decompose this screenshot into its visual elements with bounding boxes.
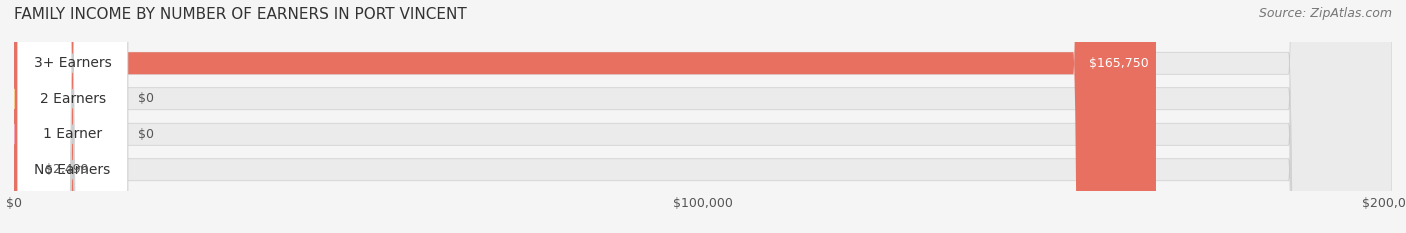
Text: $0: $0 [138, 128, 155, 141]
FancyBboxPatch shape [14, 0, 1392, 233]
FancyBboxPatch shape [0, 0, 97, 233]
FancyBboxPatch shape [17, 0, 128, 233]
FancyBboxPatch shape [17, 0, 128, 233]
FancyBboxPatch shape [17, 0, 128, 233]
Text: $2,499: $2,499 [45, 163, 89, 176]
Text: 2 Earners: 2 Earners [39, 92, 105, 106]
Text: No Earners: No Earners [35, 163, 111, 177]
Text: $165,750: $165,750 [1090, 57, 1149, 70]
FancyBboxPatch shape [14, 0, 1392, 233]
Text: Source: ZipAtlas.com: Source: ZipAtlas.com [1258, 7, 1392, 20]
FancyBboxPatch shape [14, 0, 1392, 233]
Text: $0: $0 [138, 92, 155, 105]
Text: FAMILY INCOME BY NUMBER OF EARNERS IN PORT VINCENT: FAMILY INCOME BY NUMBER OF EARNERS IN PO… [14, 7, 467, 22]
FancyBboxPatch shape [14, 0, 1392, 233]
FancyBboxPatch shape [14, 0, 1156, 233]
Text: 3+ Earners: 3+ Earners [34, 56, 111, 70]
Text: 1 Earner: 1 Earner [44, 127, 103, 141]
FancyBboxPatch shape [17, 0, 128, 233]
